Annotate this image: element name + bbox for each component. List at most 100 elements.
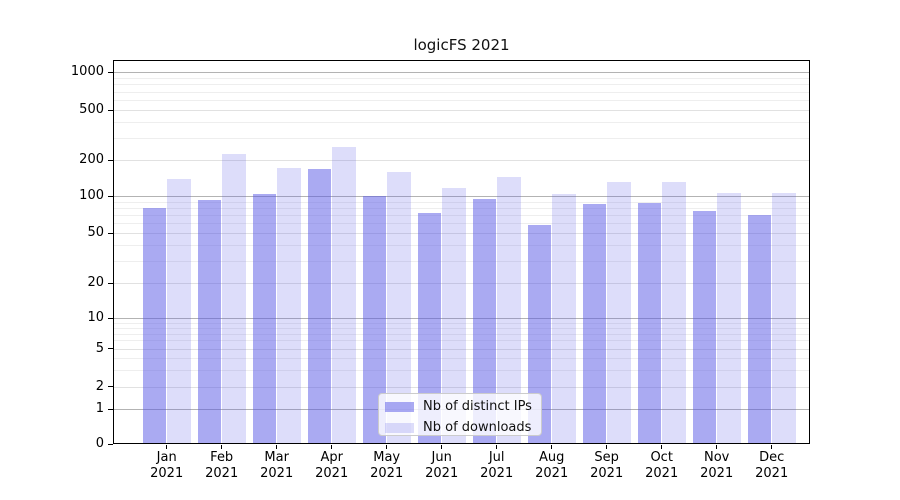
- bar-nb-of-downloads-jan-2021: [167, 179, 191, 443]
- gridline-labeled-minor: [114, 386, 809, 388]
- x-tick-label: Dec 2021: [755, 450, 789, 481]
- legend-row-downloads: Nb of downloads: [385, 419, 541, 436]
- gridline-minor: [114, 260, 809, 262]
- bar-nb-of-downloads-may-2021: [387, 172, 411, 443]
- bar-nb-of-downloads-apr-2021: [332, 146, 356, 443]
- chart-title: logicFS 2021: [413, 36, 510, 54]
- legend-row-distinct-ips: Nb of distinct IPs: [385, 398, 541, 415]
- gridline-labeled-minor: [114, 233, 809, 234]
- bar-nb-of-distinct-ips-oct-2021: [637, 202, 662, 443]
- legend-label-downloads: Nb of downloads: [423, 420, 532, 435]
- plot-area: [113, 60, 810, 444]
- gridline-minor: [114, 201, 809, 203]
- bar-nb-of-distinct-ips-aug-2021: [527, 225, 552, 443]
- legend: Nb of distinct IPs Nb of downloads: [378, 393, 542, 436]
- bar-nb-of-distinct-ips-nov-2021: [692, 211, 717, 443]
- gridline-minor: [114, 84, 809, 86]
- gridline-minor: [114, 215, 809, 217]
- bar-nb-of-distinct-ips-jul-2021: [472, 199, 497, 443]
- gridline-minor: [114, 223, 809, 225]
- y-tick: [108, 159, 113, 161]
- x-tick: [276, 445, 278, 449]
- bar-nb-of-downloads-nov-2021: [717, 193, 741, 443]
- bar-nb-of-downloads-oct-2021: [662, 182, 686, 443]
- legend-swatch-downloads: [385, 422, 414, 433]
- y-tick: [108, 195, 113, 197]
- x-tick-label: Nov 2021: [700, 450, 734, 481]
- bar-nb-of-distinct-ips-feb-2021: [197, 200, 222, 443]
- x-tick: [606, 445, 608, 449]
- y-tick-label: 5: [95, 340, 104, 356]
- y-tick-label: 20: [87, 275, 104, 290]
- bar-nb-of-distinct-ips-mar-2021: [252, 193, 277, 443]
- bar-nb-of-distinct-ips-sep-2021: [582, 204, 607, 443]
- y-tick: [108, 282, 113, 284]
- bar-nb-of-distinct-ips-jan-2021: [142, 207, 167, 443]
- y-tick-label: 500: [79, 102, 104, 117]
- bar-nb-of-downloads-jun-2021: [442, 187, 466, 443]
- bar-nb-of-downloads-jul-2021: [497, 177, 521, 443]
- x-tick: [551, 445, 553, 449]
- y-tick: [108, 232, 113, 234]
- x-tick: [166, 445, 168, 449]
- bar-nb-of-distinct-ips-may-2021: [362, 196, 387, 443]
- bar-nb-of-distinct-ips-jun-2021: [417, 212, 442, 443]
- bar-nb-of-downloads-mar-2021: [277, 168, 301, 443]
- y-tick: [108, 443, 113, 445]
- gridline-labeled-minor: [114, 160, 809, 161]
- x-tick-label: Jan 2021: [150, 450, 184, 481]
- bar-nb-of-downloads-sep-2021: [607, 181, 631, 443]
- x-tick-label: Jun 2021: [425, 450, 459, 481]
- x-tick-label: Apr 2021: [315, 450, 349, 481]
- legend-label-distinct-ips: Nb of distinct IPs: [423, 399, 532, 414]
- y-tick-label: 1: [95, 401, 104, 416]
- x-tick: [771, 445, 773, 449]
- gridline-minor: [114, 100, 809, 101]
- gridline-minor: [114, 340, 809, 342]
- legend-swatch-distinct-ips: [385, 401, 414, 412]
- x-tick: [221, 445, 223, 449]
- y-tick-label: 0: [95, 436, 104, 451]
- gridline-minor: [114, 245, 809, 247]
- gridline-labeled-minor: [114, 110, 809, 111]
- gridline-major: [114, 196, 809, 197]
- gridline-major: [114, 318, 809, 319]
- gridline-major: [114, 72, 809, 73]
- x-tick: [496, 445, 498, 449]
- y-tick: [108, 408, 113, 410]
- y-tick-label: 2: [95, 378, 104, 394]
- x-tick-label: Feb 2021: [205, 450, 239, 481]
- x-tick: [716, 445, 718, 449]
- y-tick-label: 10: [87, 310, 104, 325]
- bar-nb-of-downloads-feb-2021: [222, 154, 246, 443]
- y-tick: [108, 386, 113, 387]
- x-tick-label: Aug 2021: [535, 450, 569, 481]
- y-tick-label: 100: [79, 188, 104, 203]
- x-tick-label: May 2021: [370, 450, 404, 481]
- x-tick-label: Jul 2021: [480, 450, 514, 481]
- x-tick-label: Oct 2021: [645, 450, 679, 481]
- gridline-minor: [114, 333, 809, 335]
- x-tick: [386, 445, 388, 449]
- y-tick-label: 50: [87, 225, 104, 240]
- gridline-minor: [114, 137, 809, 139]
- gridline-minor: [114, 122, 809, 124]
- gridline-minor: [114, 91, 809, 93]
- y-tick: [108, 109, 113, 111]
- y-tick: [108, 71, 113, 73]
- gridline-labeled-minor: [114, 348, 809, 350]
- gridline-minor: [114, 357, 809, 359]
- gridline-minor: [114, 322, 809, 324]
- x-tick-label: Mar 2021: [260, 450, 294, 481]
- bar-nb-of-downloads-aug-2021: [552, 193, 576, 443]
- bar-nb-of-distinct-ips-apr-2021: [307, 169, 332, 443]
- gridline-minor: [114, 77, 809, 79]
- x-tick: [441, 445, 443, 449]
- gridline-minor: [114, 369, 809, 371]
- x-tick-label: Sep 2021: [590, 450, 624, 481]
- bar-nb-of-downloads-dec-2021: [772, 192, 796, 443]
- gridline-minor: [114, 207, 809, 209]
- y-tick-label: 200: [79, 152, 104, 167]
- gridline-labeled-minor: [114, 283, 809, 284]
